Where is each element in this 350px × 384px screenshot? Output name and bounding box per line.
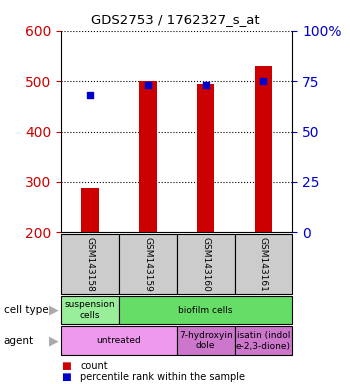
Text: ▶: ▶	[49, 334, 59, 347]
Text: biofilm cells: biofilm cells	[178, 306, 233, 314]
Text: GSM143159: GSM143159	[144, 237, 152, 291]
Point	[88, 92, 93, 98]
Bar	[82, 189, 99, 232]
Bar	[177, 326, 234, 355]
Bar	[234, 234, 292, 294]
Text: GSM143160: GSM143160	[201, 237, 210, 291]
Text: GSM143158: GSM143158	[86, 237, 94, 291]
Bar	[61, 296, 119, 324]
Bar	[234, 326, 292, 355]
Text: GSM143161: GSM143161	[259, 237, 268, 291]
Text: 7-hydroxyin
dole: 7-hydroxyin dole	[179, 331, 232, 351]
Text: GDS2753 / 1762327_s_at: GDS2753 / 1762327_s_at	[91, 13, 259, 26]
Point	[145, 82, 150, 88]
Bar	[61, 234, 119, 294]
Text: isatin (indol
e-2,3-dione): isatin (indol e-2,3-dione)	[236, 331, 291, 351]
Text: cell type: cell type	[4, 305, 48, 315]
Text: percentile rank within the sample: percentile rank within the sample	[80, 372, 245, 382]
Bar	[255, 66, 272, 232]
Bar	[177, 234, 234, 294]
Point	[260, 78, 266, 84]
Point	[203, 82, 209, 88]
Text: count: count	[80, 361, 108, 371]
Bar	[139, 81, 156, 232]
Text: ■: ■	[61, 361, 71, 371]
Bar	[119, 296, 292, 324]
Bar	[197, 84, 214, 232]
Bar	[61, 326, 177, 355]
Text: untreated: untreated	[97, 336, 141, 345]
Text: suspension
cells: suspension cells	[65, 300, 116, 320]
Bar	[119, 234, 177, 294]
Text: ■: ■	[61, 372, 71, 382]
Text: ▶: ▶	[49, 304, 59, 316]
Text: agent: agent	[4, 336, 34, 346]
